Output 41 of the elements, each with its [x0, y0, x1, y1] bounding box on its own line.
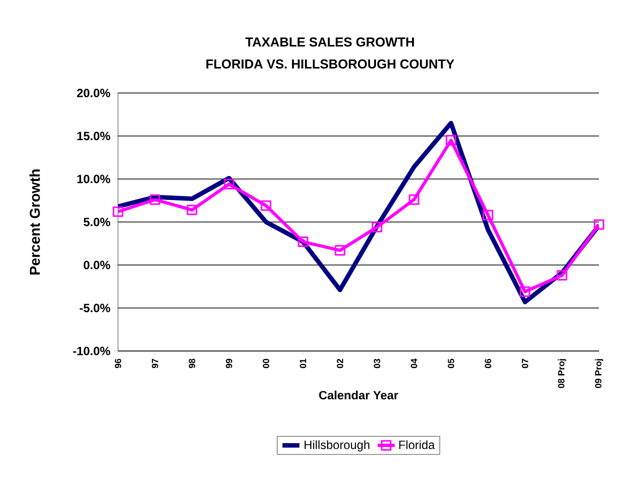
x-tick-label: 00 [262, 358, 270, 368]
chart-subtitle: FLORIDA VS. HILLSBOROUGH COUNTY [206, 59, 454, 69]
y-tick-label: 15.0% [77, 132, 110, 140]
y-tick-label: 10.0% [77, 174, 110, 184]
point [224, 178, 234, 190]
x-tick-label: 06 [484, 358, 492, 368]
y-tick-label: 20.0% [77, 88, 110, 98]
x-tick-label: 09 Proj [594, 359, 604, 388]
point [594, 219, 604, 230]
point [446, 135, 456, 146]
x-tick-label: 08 Proj [558, 359, 566, 388]
x-tick-label: 05 [448, 358, 454, 368]
point [150, 194, 160, 205]
y-tick-label: -5.0% [80, 304, 110, 312]
y-tick-label: 0.0% [84, 260, 110, 270]
y-tick-label: 5.0% [84, 218, 110, 226]
x-tick-label: 99 [226, 358, 232, 368]
y-tick-label: -10.0% [73, 346, 110, 356]
x-tick-label: 98 [188, 358, 196, 368]
point [520, 286, 530, 297]
x-tick-label: 01 [300, 358, 306, 368]
point [556, 270, 568, 281]
point [482, 210, 494, 220]
x-axis-title: Calendar Year [319, 390, 398, 400]
x-tick-label: 04 [410, 358, 418, 368]
point [298, 236, 308, 247]
x-tick-label: 97 [152, 358, 158, 368]
point [372, 222, 382, 232]
point [112, 206, 124, 217]
legend-label: Hillsborough [304, 440, 370, 452]
y-axis-title: Percent Growth [29, 169, 40, 274]
x-tick-label: 07 [522, 358, 528, 368]
point [186, 204, 198, 216]
chart-title: TAXABLE SALES GROWTH [245, 37, 414, 47]
x-tick-label: 96 [114, 358, 122, 368]
x-tick-label: 03 [374, 358, 380, 368]
legend-label: Florida [399, 440, 435, 450]
point [408, 194, 420, 205]
point [260, 200, 272, 211]
point [334, 245, 346, 256]
x-tick-label: 02 [336, 358, 344, 368]
